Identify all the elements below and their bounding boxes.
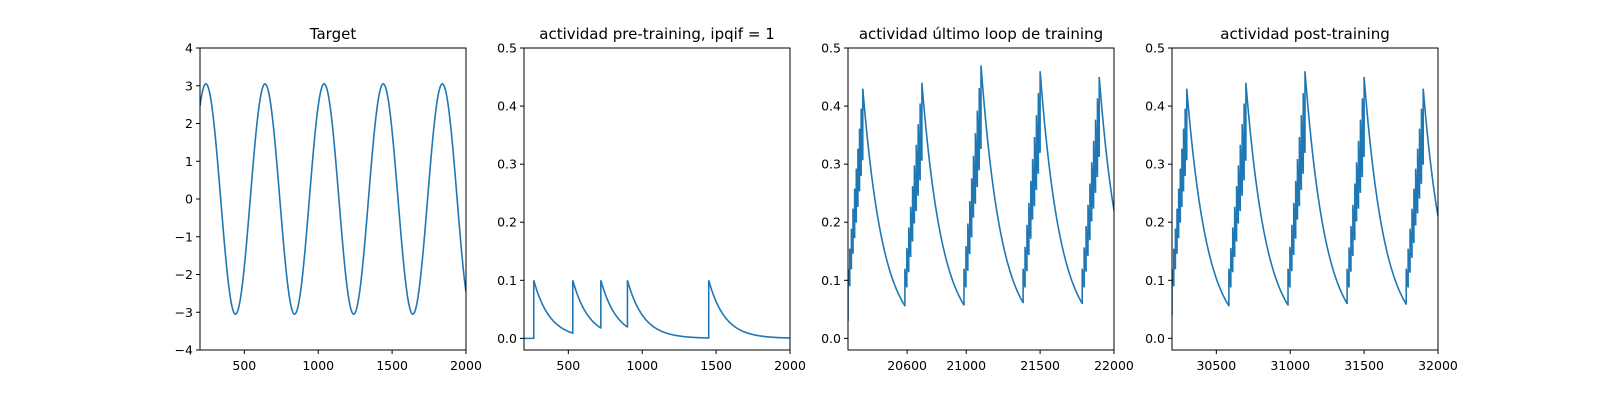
chart-panel-1: −4 −3 −2 −1 0 1 2 3 4 500 1000 1500 2000 Target [175,25,482,373]
y-tick-label: 0.5 [497,41,517,56]
chart-panel-4: 0.0 0.1 0.2 0.3 0.4 0.5 30500 31000 31500 32000 ac… [1145,25,1458,373]
y-tick-label: 4 [185,41,193,56]
y-tick-label: −1 [175,229,193,244]
series-line [200,83,466,315]
x-tick-label: 20600 [887,358,927,373]
chart-panel-3: 0.0 0.1 0.2 0.3 0.4 0.5 20600 21000 21500 22000 ac… [821,25,1134,373]
y-tick-label: 0.4 [1145,99,1165,114]
chart-title: actividad pre-training, ipqif = 1 [539,25,775,43]
x-tick-label: 2000 [450,358,482,373]
y-tick-label: 0.1 [497,273,517,288]
y-tick-label: 0.0 [1145,331,1165,346]
y-tick-label: 2 [185,116,193,131]
x-tick-label: 21500 [1020,358,1060,373]
axes-frame [847,47,1115,351]
x-tick-label: 2000 [774,358,806,373]
x-tick-label: 1500 [376,358,408,373]
y-tick-label: 0.1 [1145,273,1165,288]
y-tick-label: 0.2 [497,215,517,230]
y-tick-label: 1 [185,154,193,169]
x-tick-label: 31500 [1344,358,1384,373]
y-tick-label: −4 [175,343,193,358]
x-tick-label: 32000 [1418,358,1458,373]
y-tick-label: 0.3 [821,157,841,172]
y-tick-label: 0.5 [1145,41,1165,56]
y-tick-label: −3 [175,305,193,320]
y-tick-label: 0.3 [497,157,517,172]
y-tick-label: 3 [185,78,193,93]
y-tick-label: 0.4 [497,99,517,114]
x-tick-label: 1000 [302,358,334,373]
axes-frame [523,47,791,351]
x-tick-label: 1000 [626,358,658,373]
y-tick-label: 0.0 [497,331,517,346]
y-tick-label: 0.2 [1145,215,1165,230]
y-tick-label: 0 [185,192,193,207]
y-tick-label: 0.1 [821,273,841,288]
y-tick-label: 0.2 [821,215,841,230]
y-tick-label: −2 [175,267,193,282]
x-tick-label: 31000 [1270,358,1310,373]
chart-title: actividad post-training [1220,25,1389,43]
x-tick-label: 30500 [1196,358,1236,373]
series-line [848,65,1114,321]
chart-title: Target [309,25,357,43]
y-tick-label: 0.5 [821,41,841,56]
x-tick-label: 500 [556,358,580,373]
series-line [524,280,790,340]
y-tick-label: 0.0 [821,331,841,346]
y-tick-label: 0.4 [821,99,841,114]
axes-frame [1171,47,1439,351]
chart-title: actividad último loop de training [859,25,1103,43]
y-tick-label: 0.3 [1145,157,1165,172]
x-tick-label: 1500 [700,358,732,373]
x-tick-label: 22000 [1094,358,1134,373]
x-tick-label: 500 [232,358,256,373]
chart-panel-2: 0.0 0.1 0.2 0.3 0.4 0.5 500 1000 1500 2000 activid… [497,25,806,373]
series-line [1172,71,1438,316]
x-tick-label: 21000 [946,358,986,373]
